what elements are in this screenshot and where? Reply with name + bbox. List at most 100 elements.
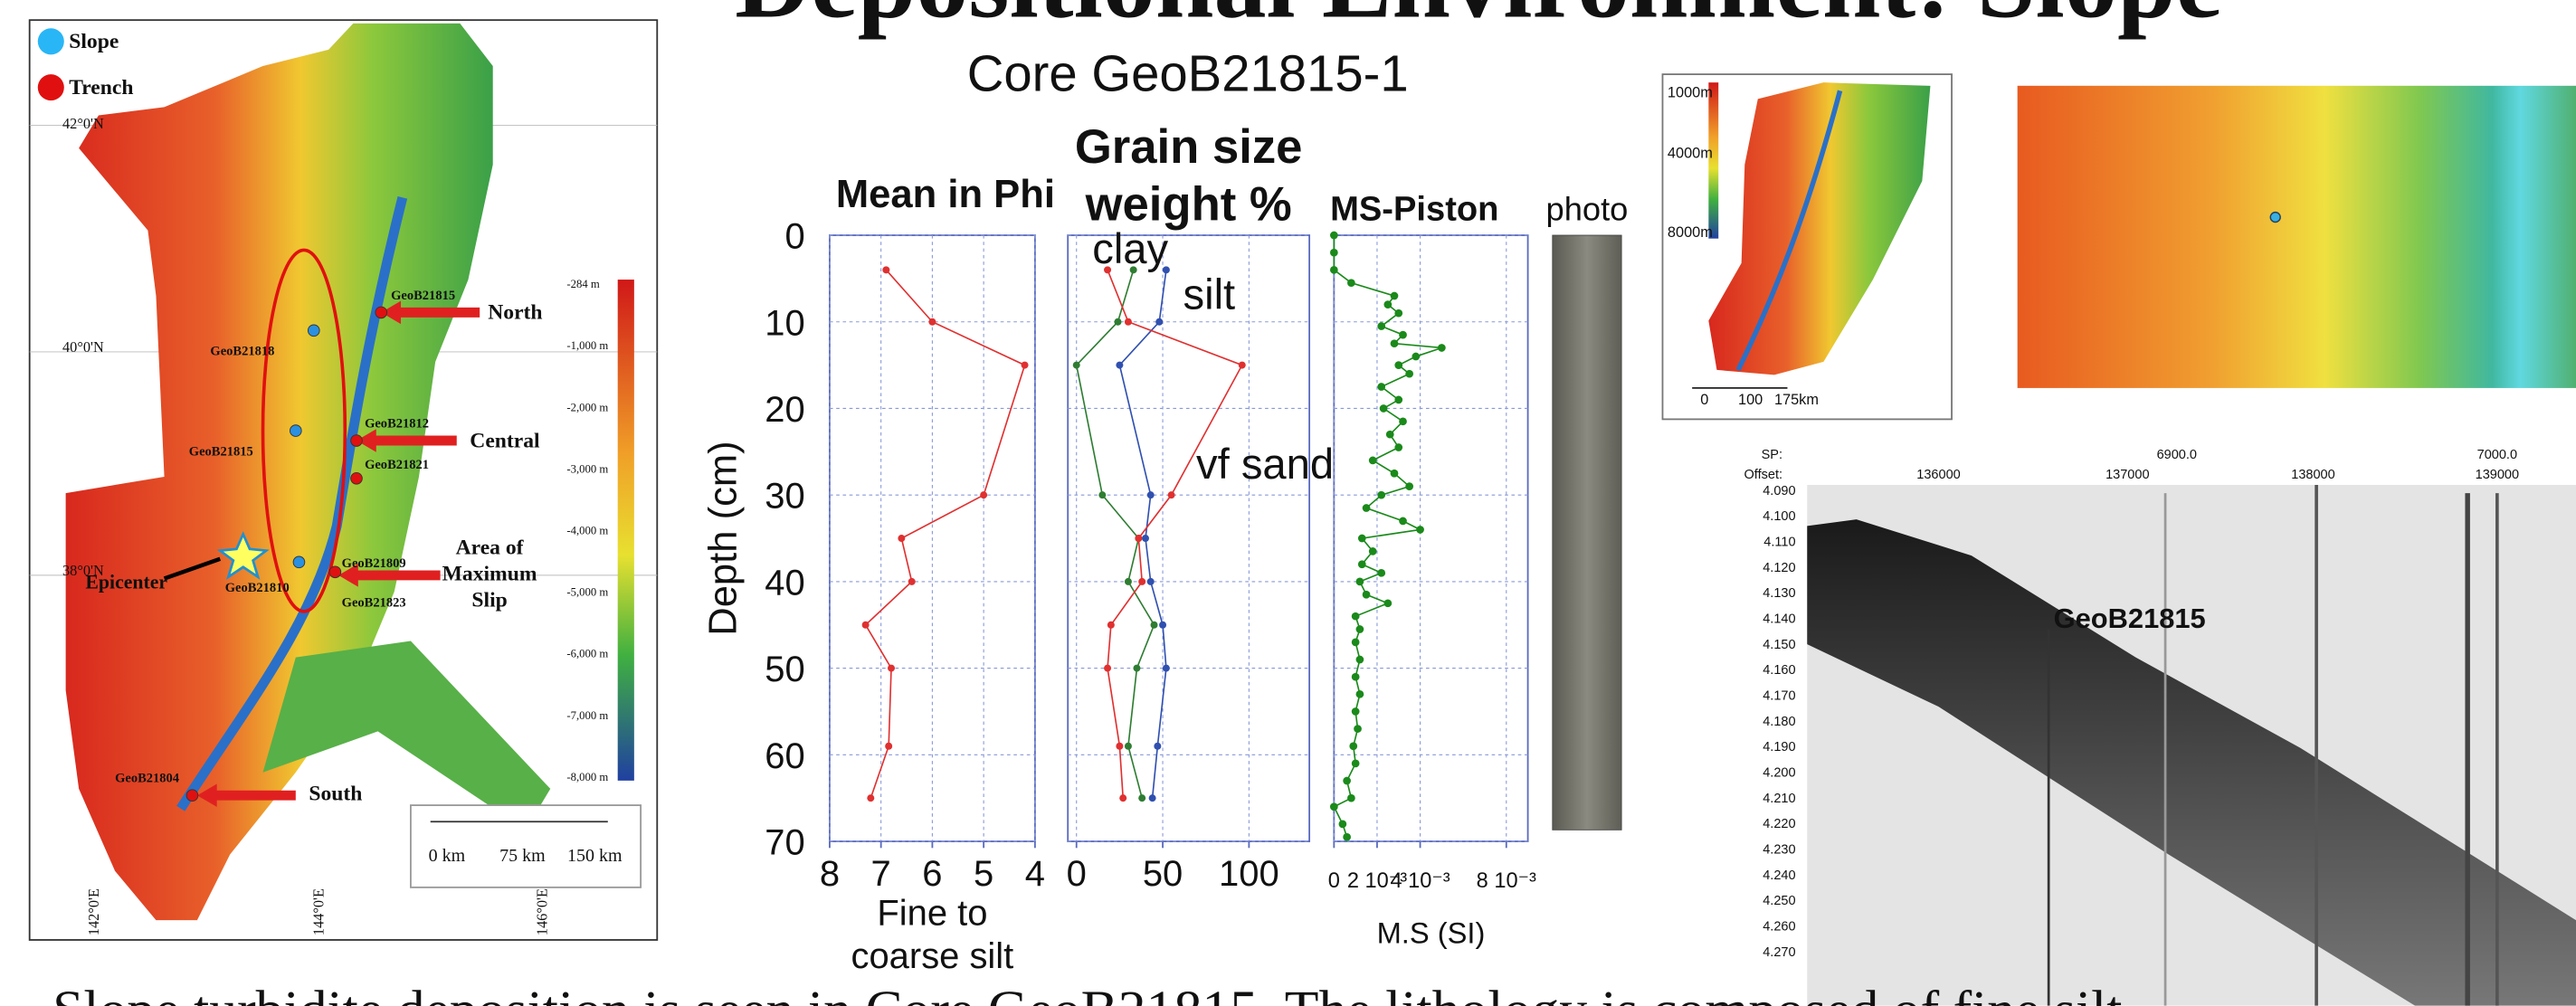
twt-label: 4.150: [1763, 638, 1795, 652]
data-point: [1383, 599, 1393, 608]
y-tick-label: 10: [765, 303, 804, 343]
x-tick-label: 7: [871, 854, 891, 894]
series-line: [1075, 270, 1155, 799]
twt-label: 4.170: [1763, 689, 1795, 704]
latitude-label: 40°0'N: [62, 338, 104, 356]
twt-label: 4.140: [1763, 612, 1795, 627]
data-point: [1021, 361, 1029, 369]
data-point: [1357, 560, 1366, 569]
data-point: [1394, 361, 1403, 369]
y-tick-label: 40: [765, 563, 804, 603]
plot-frame: [1067, 234, 1311, 842]
twt-label: 4.100: [1763, 509, 1795, 524]
core-label: GeoB21804: [115, 772, 179, 786]
data-point: [1394, 443, 1403, 451]
x-tick-label: 4: [1025, 854, 1045, 894]
axis-label: Offset:: [1744, 468, 1783, 482]
chart-title: MS-Piston: [1330, 190, 1498, 229]
data-point: [1329, 231, 1338, 240]
data-point: [1394, 308, 1403, 318]
x-tick-label: 50: [1143, 854, 1183, 894]
data-point: [1329, 248, 1338, 257]
latitude-label: 42°0'N: [62, 115, 104, 132]
photo-label: photo: [1546, 191, 1629, 228]
trench-axis: [1735, 90, 1843, 372]
data-point: [1377, 322, 1386, 330]
x-tick-label: 0: [1067, 854, 1087, 894]
distance-scale-label: 0: [1700, 392, 1708, 408]
data-point: [1399, 417, 1407, 426]
longitude-label: 144°0'E: [310, 888, 328, 935]
x-axis-label: M.S (SI): [1377, 916, 1486, 950]
series-line: [1118, 270, 1167, 799]
data-point: [861, 621, 870, 629]
caption: Slope turbidite deposition is seen in Co…: [52, 980, 2122, 1006]
data-point: [1399, 517, 1407, 526]
data-point: [1116, 361, 1124, 369]
y-tick-label: 60: [765, 736, 804, 776]
depth-scale-label: 8000m: [1668, 224, 1713, 241]
data-point: [1329, 265, 1338, 274]
data-point: [885, 742, 893, 750]
data-point: [1107, 621, 1115, 629]
data-point: [1162, 664, 1170, 672]
twt-label: 4.240: [1763, 868, 1795, 883]
core-marker: [350, 434, 363, 447]
legend-label: Slope: [69, 30, 119, 53]
x-axis-label: coarse silt: [851, 936, 1014, 976]
core-label: GeoB21818: [210, 345, 274, 359]
epicenter-label: Epicenter: [85, 571, 167, 593]
data-point: [1351, 672, 1360, 681]
offset-label: 139000: [2476, 468, 2519, 482]
data-point: [1351, 612, 1360, 621]
data-point: [898, 535, 906, 543]
data-point: [1141, 535, 1149, 543]
data-point: [1355, 577, 1364, 586]
twt-label: 4.250: [1763, 894, 1795, 908]
region-label: South: [309, 783, 362, 806]
data-point: [1390, 339, 1399, 348]
bathymetry-image: [2017, 85, 2576, 388]
data-point: [1114, 318, 1122, 326]
x-tick-label: 4 10⁻³: [1390, 869, 1450, 893]
core-marker: [375, 306, 388, 319]
depth-scale-label: -284 m: [566, 278, 599, 290]
data-point: [1146, 491, 1155, 499]
data-point: [1154, 742, 1162, 750]
data-point: [1355, 625, 1364, 633]
data-point: [1167, 491, 1175, 499]
core-label: GeoB21821: [365, 458, 429, 472]
bathymetry-map: [2017, 85, 2576, 388]
core-photo: [1552, 234, 1622, 830]
left-map: Slope Trench 42°0'N 40°0'N 38°0'N 142°0'E 144°…: [28, 19, 659, 941]
depth-scale-label: -1,000 m: [566, 339, 608, 352]
y-tick-label: 30: [765, 477, 804, 517]
twt-label: 4.120: [1763, 561, 1795, 575]
region-label: Slip: [471, 588, 507, 612]
region-label: North: [488, 301, 542, 325]
twt-label: 4.260: [1763, 919, 1795, 934]
data-point: [980, 491, 988, 499]
data-point: [1329, 802, 1338, 811]
y-tick-label: 0: [784, 217, 804, 257]
data-point: [1357, 534, 1366, 543]
data-point: [1351, 638, 1360, 647]
data-point: [1138, 794, 1146, 802]
data-point: [1438, 344, 1446, 352]
data-point: [867, 794, 875, 802]
axis-label: SP:: [1762, 448, 1782, 462]
x-tick-label: 100: [1219, 854, 1279, 894]
data-point: [1351, 759, 1360, 768]
core-label: GeoB21815: [189, 444, 253, 459]
data-point: [1162, 266, 1170, 274]
depth-scale-label: -7,000 m: [566, 709, 608, 722]
data-point: [1362, 504, 1371, 512]
distance-scale-label: 0 km: [429, 846, 466, 866]
longitude-label: 146°0'E: [534, 888, 551, 935]
data-point: [1349, 742, 1358, 751]
data-point: [1347, 793, 1355, 802]
data-point: [928, 318, 936, 326]
region-label: Area of: [456, 536, 525, 559]
data-point: [1347, 279, 1355, 288]
